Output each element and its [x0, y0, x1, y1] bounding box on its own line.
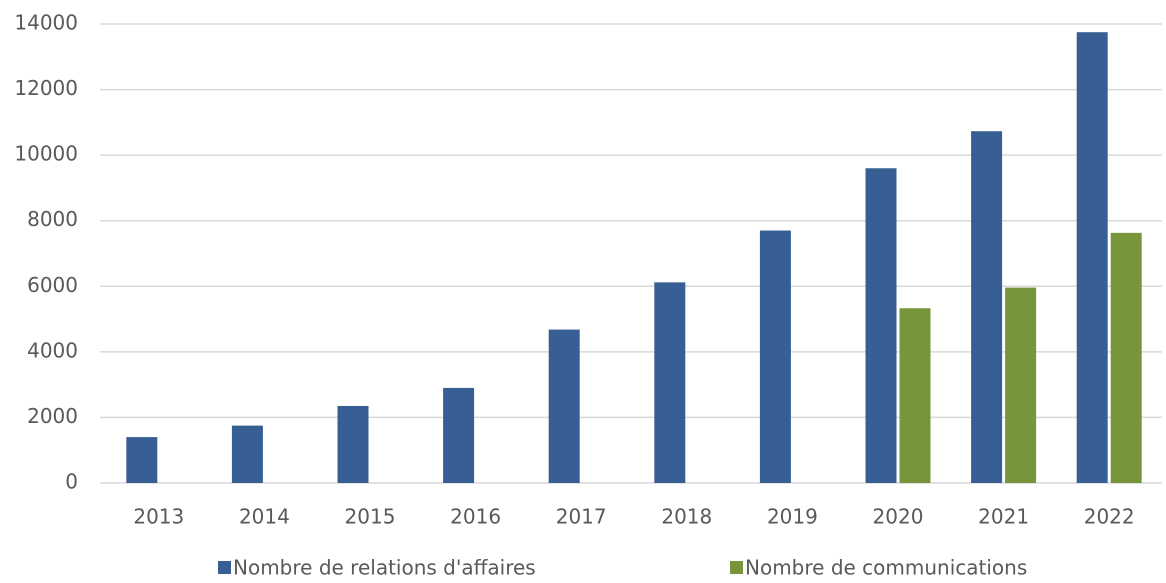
y-tick-label: 10000 — [14, 142, 78, 166]
y-tick-label: 4000 — [27, 338, 78, 362]
x-tick-label: 2016 — [450, 505, 501, 529]
bar — [865, 168, 897, 483]
y-tick-label: 2000 — [27, 404, 78, 428]
bar — [1076, 32, 1108, 483]
x-tick-label: 2019 — [767, 505, 818, 529]
legend-swatch — [730, 561, 743, 574]
bar — [971, 131, 1003, 483]
legend-label: Nombre de relations d'affaires — [233, 556, 536, 580]
bar — [126, 437, 158, 483]
bar — [231, 425, 263, 483]
bar — [548, 329, 580, 483]
y-tick-label: 0 — [65, 470, 78, 494]
x-tick-label: 2017 — [556, 505, 607, 529]
y-tick-label: 8000 — [27, 207, 78, 231]
x-tick-label: 2021 — [978, 505, 1029, 529]
bar — [337, 405, 369, 483]
y-tick-label: 14000 — [14, 11, 78, 35]
x-tick-label: 2020 — [873, 505, 924, 529]
bar — [654, 282, 686, 483]
x-tick-label: 2018 — [661, 505, 712, 529]
y-tick-label: 6000 — [27, 273, 78, 297]
bar — [1110, 232, 1142, 483]
x-tick-label: 2014 — [239, 505, 290, 529]
legend-swatch — [218, 561, 231, 574]
bar — [1005, 287, 1037, 483]
legend-label: Nombre de communications — [745, 556, 1027, 580]
y-tick-label: 12000 — [14, 76, 78, 100]
x-tick-label: 2013 — [133, 505, 184, 529]
bar — [443, 387, 475, 483]
bar — [759, 230, 791, 483]
x-tick-label: 2015 — [345, 505, 396, 529]
bar — [899, 308, 931, 483]
x-tick-label: 2022 — [1084, 505, 1135, 529]
